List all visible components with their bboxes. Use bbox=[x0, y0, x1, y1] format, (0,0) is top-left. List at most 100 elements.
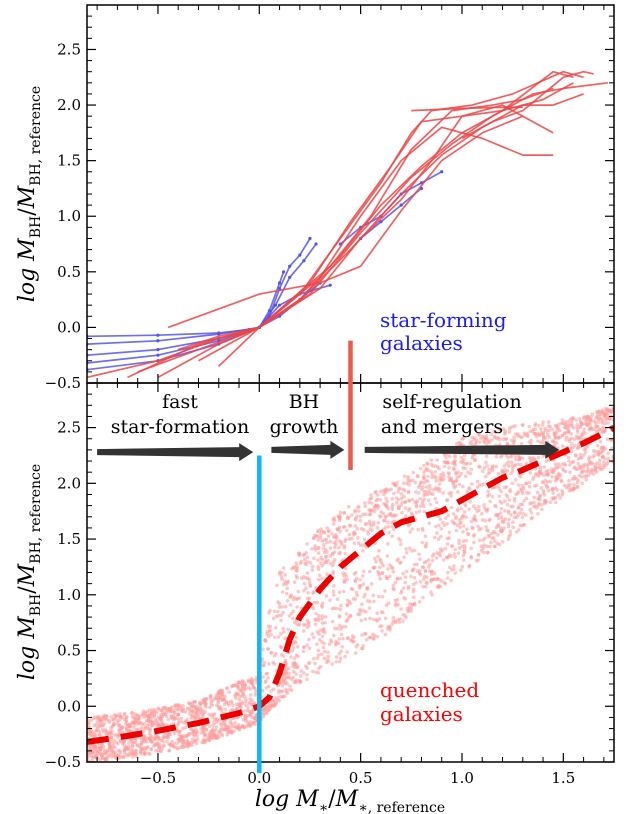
quenched-scatter-point bbox=[198, 704, 202, 708]
quenched-scatter-point bbox=[372, 509, 377, 514]
quenched-scatter-point bbox=[507, 517, 511, 522]
quenched-scatter-point bbox=[506, 464, 511, 468]
quenched-scatter-point bbox=[311, 669, 315, 674]
quenched-scatter-point bbox=[324, 594, 329, 598]
bottom-y-tick-label: −0.5 bbox=[45, 753, 81, 771]
star-forming-track-line bbox=[360, 187, 422, 240]
quenched-scatter-point bbox=[470, 456, 475, 460]
quenched-scatter-point bbox=[403, 506, 408, 510]
quenched-scatter-point bbox=[177, 746, 182, 750]
quenched-scatter-point bbox=[410, 527, 415, 531]
quenched-scatter-point bbox=[150, 710, 154, 714]
quenched-scatter-point bbox=[225, 686, 229, 691]
quenched-scatter-point bbox=[390, 520, 394, 525]
quenched-scatter-point bbox=[265, 632, 269, 637]
quenched-scatter-point bbox=[357, 612, 362, 617]
quenched-scatter-point bbox=[527, 456, 532, 460]
quenched-scatter-point bbox=[543, 501, 547, 506]
quenched-scatter-point bbox=[517, 483, 521, 487]
quenched-scatter-point bbox=[454, 515, 459, 519]
quenched-scatter-point bbox=[501, 520, 506, 525]
quenched-scatter-point bbox=[345, 577, 350, 582]
quenched-scatter-point bbox=[114, 714, 118, 719]
quenched-scatter-point bbox=[299, 669, 304, 673]
quenched-scatter-point bbox=[316, 546, 321, 550]
quenched-scatter-point bbox=[307, 646, 312, 651]
quenched-scatter-point bbox=[360, 574, 365, 578]
quenched-scatter-point bbox=[331, 522, 336, 526]
quenched-scatter-point bbox=[537, 470, 541, 474]
quenched-scatter-point bbox=[492, 529, 496, 534]
quenched-scatter-point bbox=[354, 651, 358, 655]
quenched-scatter-point bbox=[436, 486, 441, 491]
quenched-scatter-point bbox=[109, 737, 113, 742]
quenched-scatter-point bbox=[577, 436, 581, 440]
quenched-scatter-point bbox=[452, 552, 457, 556]
quenched-scatter-point bbox=[532, 495, 536, 500]
quenched-scatter-point bbox=[576, 461, 581, 466]
quenched-scatter-point bbox=[402, 474, 407, 479]
quenched-scatter-point bbox=[356, 536, 360, 540]
quenched-scatter-point bbox=[297, 596, 302, 600]
quenched-scatter-point bbox=[532, 505, 536, 509]
quenched-scatter-point bbox=[361, 644, 365, 648]
quenched-scatter-point bbox=[201, 738, 206, 742]
quenched-scatter-point bbox=[460, 459, 465, 464]
quenched-scatter-point bbox=[358, 543, 363, 547]
quenched-scatter-point bbox=[92, 723, 97, 728]
quenched-scatter-point bbox=[235, 683, 240, 688]
quenched-scatter-point bbox=[472, 534, 476, 538]
quenched-scatter-point bbox=[433, 470, 438, 474]
quenched-scatter-point bbox=[555, 466, 560, 470]
quenched-scatter-point bbox=[502, 464, 507, 468]
quenched-scatter-point bbox=[385, 487, 389, 492]
quenched-scatter-point bbox=[564, 435, 569, 439]
quenched-scatter-point bbox=[230, 700, 234, 705]
quenched-scatter-point bbox=[459, 455, 464, 460]
quenched-scatter-point bbox=[511, 504, 515, 509]
quenched-scatter-point bbox=[402, 555, 406, 560]
quenched-scatter-point bbox=[494, 430, 498, 435]
quenched-scatter-point bbox=[114, 740, 119, 745]
quenched-scatter-point bbox=[377, 594, 381, 599]
quenched-scatter-point bbox=[208, 694, 213, 699]
quenched-scatter-point bbox=[130, 711, 135, 715]
quenched-scatter-point bbox=[393, 580, 398, 585]
quenched-scatter-point bbox=[490, 494, 495, 499]
quenched-scatter-point bbox=[383, 589, 387, 593]
quenched-scatter-point bbox=[428, 569, 432, 573]
quenched-scatter-point bbox=[398, 561, 402, 565]
quenched-scatter-point bbox=[285, 691, 290, 695]
quenched-scatter-point bbox=[536, 439, 540, 444]
quenched-scatter-point bbox=[604, 418, 608, 422]
quenched-scatter-point bbox=[494, 455, 499, 459]
quenched-scatter-point bbox=[126, 747, 130, 752]
quenched-scatter-point bbox=[319, 652, 324, 657]
quenched-scatter-point bbox=[527, 480, 532, 485]
quenched-scatter-point bbox=[362, 537, 367, 542]
bottom-y-tick-label: 1.5 bbox=[57, 530, 81, 548]
quenched-scatter-point bbox=[601, 410, 605, 414]
quenched-scatter-point bbox=[475, 479, 480, 484]
quenched-scatter-point bbox=[139, 742, 144, 746]
quenched-scatter-point bbox=[110, 729, 114, 734]
quenched-scatter-point bbox=[449, 490, 453, 495]
quenched-scatter-point bbox=[374, 498, 379, 503]
quenched-scatter-point bbox=[127, 741, 131, 745]
quenched-scatter-point bbox=[476, 552, 481, 557]
quenched-scatter-point bbox=[529, 441, 533, 446]
quenched-scatter-point bbox=[316, 648, 321, 653]
quenched-scatter-point bbox=[322, 542, 326, 547]
star-forming-track-point bbox=[440, 170, 444, 174]
quenched-scatter-point bbox=[249, 709, 254, 713]
quenched-scatter-point bbox=[401, 619, 405, 623]
quenched-scatter-point bbox=[601, 454, 606, 459]
quenched-scatter-point bbox=[375, 619, 380, 623]
quenched-scatter-point bbox=[538, 497, 542, 502]
quenched-scatter-point bbox=[465, 527, 469, 531]
quenched-scatter-point bbox=[175, 741, 179, 745]
quenched-scatter-point bbox=[471, 504, 476, 508]
quenched-scatter-point bbox=[295, 569, 299, 573]
quenched-scatter-point bbox=[431, 464, 435, 468]
quenched-scatter-point bbox=[156, 749, 161, 753]
